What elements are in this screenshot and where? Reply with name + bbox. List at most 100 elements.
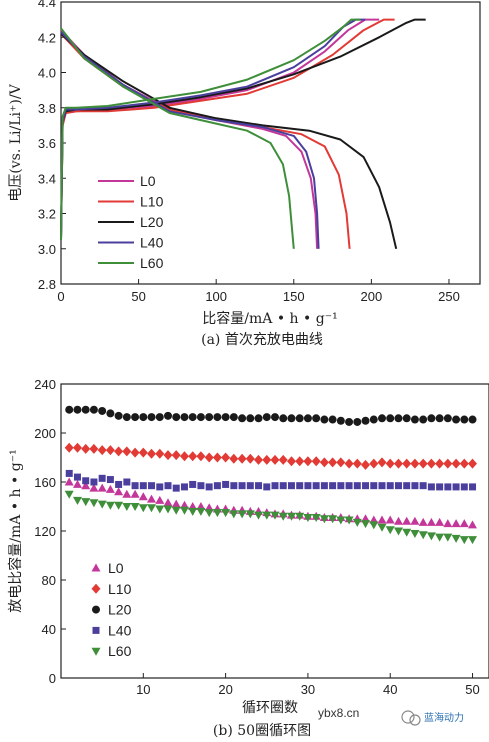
series-l60-point <box>319 515 329 524</box>
panel-a-x-ticks: 0 50 100 150 200 250 <box>57 279 460 304</box>
series-l60-discharge-line <box>60 27 295 249</box>
series-l60-point <box>180 506 189 515</box>
series-l40-point <box>287 482 295 490</box>
series-l0-point <box>105 484 115 493</box>
watermark: ybx8.cn 蓝海动力 <box>318 706 464 726</box>
series-l20-point <box>139 413 148 422</box>
panel-b-x-ticks: 10 20 30 40 50 <box>136 673 480 697</box>
series-l0-point <box>64 477 74 486</box>
series-l10-point <box>254 454 263 465</box>
series-l60-point <box>311 514 321 522</box>
series-l0-point <box>130 489 140 498</box>
legend-marker-l10 <box>91 583 101 594</box>
series-l10-point <box>81 443 91 454</box>
panel-a-y-tick-label: 3.4 <box>38 171 56 186</box>
legend-label-l40: L40 <box>108 622 132 638</box>
series-l20-point <box>271 413 279 422</box>
panel-b-y-axis-title: 放电比容量/mA • h • g⁻¹ <box>7 449 24 612</box>
series-l20-point <box>435 414 444 423</box>
series-l10-point <box>105 445 115 456</box>
panel-b-caption: (b) 50圈循环图 <box>213 723 311 739</box>
legend-label-l10: L10 <box>140 194 164 210</box>
panel-a-x-tick-label: 0 <box>57 289 64 304</box>
series-l40-point <box>180 483 188 491</box>
series-l10-point <box>451 458 461 469</box>
series-l20-discharge-line <box>60 32 398 250</box>
series-l40-point <box>131 482 139 490</box>
series-l40-point <box>230 482 238 490</box>
panel-a-x-axis-title: 比容量/mA • h • g⁻¹ <box>202 310 337 327</box>
series-l60-point <box>336 516 346 525</box>
legend-marker-l60 <box>91 647 101 656</box>
series-l20-point <box>336 416 345 425</box>
series-l0-point <box>81 481 91 490</box>
series-l60-point <box>130 503 140 511</box>
series-l0-point <box>402 516 412 525</box>
series-l20-point <box>303 414 312 423</box>
series-l60-point <box>254 511 263 520</box>
series-l20-point <box>73 405 82 414</box>
series-l40-point <box>106 476 114 484</box>
series-l10-point <box>237 453 247 464</box>
series-l40-point <box>411 482 419 490</box>
series-l0-point <box>459 519 469 528</box>
series-l60-point <box>459 536 469 545</box>
panel-a-series <box>60 18 426 250</box>
series-l0-point <box>114 487 124 496</box>
series-l60-point <box>377 523 387 532</box>
series-l60-point <box>426 532 436 541</box>
series-l20-point <box>155 413 164 422</box>
series-l20-point <box>279 414 288 423</box>
series-l20-point <box>65 405 74 414</box>
series-l10-point <box>295 456 305 467</box>
panel-b-series <box>64 405 477 545</box>
series-l60-point <box>435 533 445 542</box>
panel-b-y-ticks: 0 40 80 120 160 200 240 <box>34 377 66 686</box>
series-l10-point <box>73 442 82 453</box>
series-l20-point <box>229 413 238 422</box>
series-l0-point <box>394 516 403 525</box>
series-l10-point <box>468 458 477 469</box>
series-l60-point <box>188 507 198 516</box>
series-l40-point <box>460 483 468 491</box>
series-l20-point <box>81 405 90 414</box>
series-l60-point <box>394 527 403 536</box>
series-l60-point <box>361 520 370 529</box>
series-l10-point <box>278 454 288 465</box>
series-l10-point <box>426 458 436 469</box>
series-l10-point <box>180 451 189 462</box>
panel-a-x-tick-label: 150 <box>283 289 305 304</box>
series-l20-point <box>328 415 337 424</box>
series-l20-point <box>369 415 378 424</box>
series-l60-point <box>138 504 148 513</box>
panel-b-x-tick-label: 30 <box>301 682 315 697</box>
series-l10-point <box>97 445 107 456</box>
series-l20-point <box>147 413 156 422</box>
series-l10-point <box>410 458 420 469</box>
series-l20-point <box>89 405 98 414</box>
panel-b-x-axis-title: 循环圈数 <box>242 700 298 716</box>
series-l40-point <box>427 483 435 491</box>
series-l10-point <box>64 442 74 453</box>
series-l40-point <box>362 482 370 490</box>
series-l20-point <box>295 414 304 423</box>
series-l40-point <box>312 482 320 490</box>
series-l10-point <box>459 458 469 469</box>
legend-label-l0: L0 <box>108 560 124 576</box>
series-l60-point <box>229 510 239 519</box>
series-l60-point <box>97 500 107 509</box>
panel-a-y-ticks: 2.8 3.0 3.2 3.4 3.6 3.8 4.0 4.2 4.4 <box>38 0 66 292</box>
legend-label-l20: L20 <box>140 214 164 230</box>
series-l40-point <box>419 482 427 490</box>
series-l0-point <box>89 483 99 492</box>
series-l60-point <box>89 499 99 508</box>
series-l20-point <box>221 413 230 422</box>
series-l10-point <box>130 447 140 458</box>
panel-b-y-tick-label: 120 <box>34 524 56 539</box>
series-l40-point <box>329 482 337 490</box>
series-l0-point <box>97 483 107 492</box>
series-l20-point <box>188 413 197 422</box>
wechat-logo-icon <box>401 710 421 726</box>
panel-a-y-axis-title: 电压(vs. Li/Li⁺)/V <box>8 83 24 201</box>
series-l10-point <box>443 458 453 469</box>
